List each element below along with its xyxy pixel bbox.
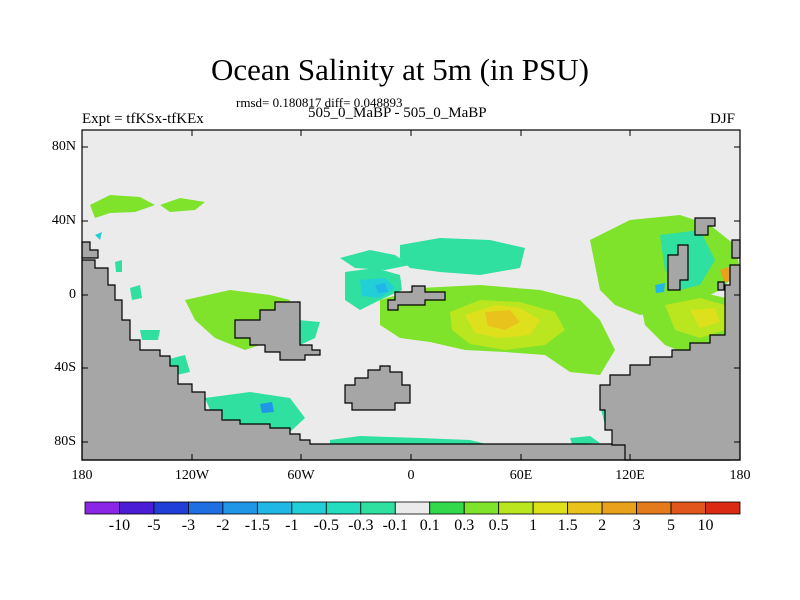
land-equatorial-east: [717, 281, 725, 291]
colorbar-label: -0.3: [348, 517, 374, 534]
field-patch: [570, 436, 600, 444]
colorbar-swatch: [532, 501, 569, 515]
lat-tick-label: 80N: [51, 139, 76, 154]
season-label: DJF: [710, 111, 736, 127]
field-patch: [400, 238, 525, 275]
colorbar-label: -1: [285, 517, 299, 534]
land-masses: [81, 217, 741, 461]
land-south-island: [344, 365, 411, 411]
field-patch: [115, 260, 122, 272]
land-northeast-coast: [694, 217, 716, 236]
colorbar-label: 10: [697, 517, 714, 534]
colorbar-swatch: [670, 501, 706, 515]
field-patch: [340, 250, 410, 270]
lat-tick-label: 40N: [51, 213, 76, 228]
colorbar-swatch: [188, 501, 224, 515]
lon-tick-marks: [81, 130, 741, 460]
lon-tick-label: 120W: [174, 468, 210, 483]
comparison-label: 505_0_MaBP - 505_0_MaBP: [308, 105, 487, 121]
lon-tick-label: 180: [71, 468, 93, 483]
colorbar-label: -3: [181, 517, 196, 534]
field-patch: [130, 285, 142, 300]
land-central-island: [234, 301, 321, 361]
colorbar-swatch: [567, 501, 603, 515]
land-northeast-island: [667, 244, 689, 291]
colorbar: [84, 501, 741, 515]
map-subtitle: rmsd= 0.180817 diff= 0.048893: [236, 95, 403, 110]
lat-tick-label: 40S: [54, 360, 76, 375]
field-patch: [95, 232, 102, 240]
colorbar-swatch: [119, 501, 155, 515]
map-plot-area: [81, 129, 741, 461]
lat-tick-label: 0: [69, 287, 76, 302]
colorbar-swatch: [463, 501, 500, 515]
field-patch: [205, 392, 305, 432]
colorbar-swatch: [256, 501, 293, 515]
land-western-continent: [81, 259, 731, 461]
colorbar-swatch: [498, 501, 534, 515]
field-patch: [485, 310, 520, 330]
lon-tick-label: 0: [407, 468, 415, 483]
lon-tick-label: 120E: [615, 468, 645, 483]
colorbar-label: 0.3: [454, 517, 475, 534]
colorbar-label: -0.1: [382, 517, 408, 534]
colorbar-label: 2: [598, 517, 607, 534]
experiment-label: Expt = tfKSx-tfKEx: [82, 111, 204, 127]
field-patch: [260, 402, 274, 413]
field-patch: [298, 320, 320, 345]
colorbar-swatch: [429, 501, 465, 515]
colorbar-swatch: [84, 501, 120, 515]
colorbar-swatch: [360, 501, 396, 515]
field-patch: [655, 283, 665, 293]
field-patch: [90, 195, 155, 218]
colorbar-swatch: [222, 501, 258, 515]
colorbar-label: 0.1: [419, 517, 440, 534]
lat-tick-label: 80S: [54, 434, 76, 449]
colorbar-label: 1.5: [557, 517, 578, 534]
map-title: Ocean Salinity at 5m (in PSU): [211, 52, 589, 87]
colorbar-label: 3: [632, 517, 641, 534]
colorbar-swatch: [601, 501, 637, 515]
colorbar-swatch: [394, 501, 431, 515]
colorbar-label: -1.5: [244, 517, 271, 534]
colorbar-label: -0.5: [313, 517, 339, 534]
lon-tick-label: 60W: [287, 468, 315, 483]
lon-tick-label: 60E: [509, 468, 533, 483]
lat-tick-marks: [82, 146, 740, 443]
field-patch: [690, 308, 720, 328]
colorbar-swatch: [636, 501, 672, 515]
colorbar-swatch: [325, 501, 362, 515]
colorbar-swatch: [153, 501, 189, 515]
land-northeast-edge: [731, 239, 741, 259]
field-patch: [140, 330, 160, 340]
lon-tick-label: 180: [729, 468, 751, 483]
colorbar-label: -5: [147, 517, 161, 534]
colorbar-label: 1: [529, 517, 538, 534]
field-patch: [375, 283, 388, 293]
field-patch: [160, 198, 205, 212]
colorbar-swatch: [291, 501, 327, 515]
colorbar-label: -2: [216, 517, 230, 534]
colorbar-label: 5: [667, 517, 676, 534]
colorbar-label: -10: [108, 517, 131, 534]
colorbar-swatch: [705, 501, 741, 515]
colorbar-label: 0.5: [488, 517, 509, 534]
land-equatorial-island: [387, 285, 446, 311]
land-eastern-continent: [599, 264, 741, 461]
